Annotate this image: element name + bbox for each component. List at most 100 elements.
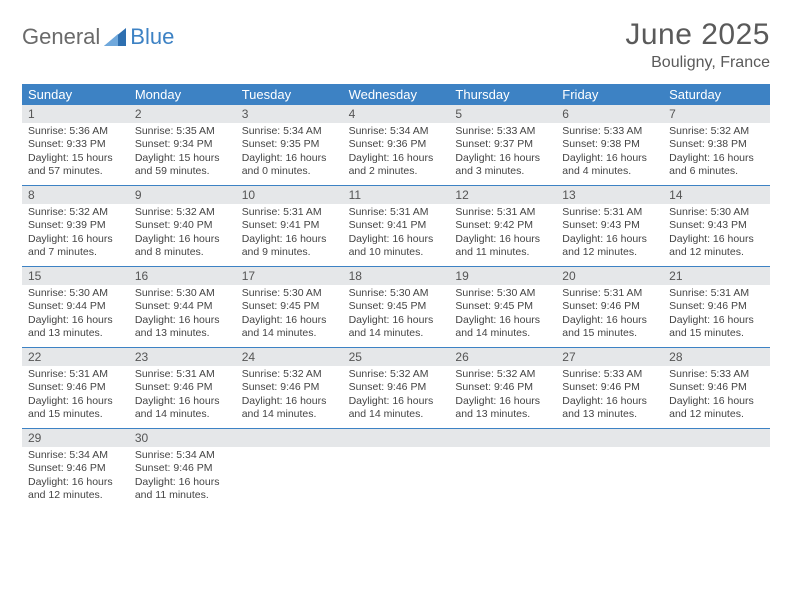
- day-number: 21: [663, 267, 770, 285]
- daylight: Daylight: 16 hours and 11 minutes.: [135, 476, 230, 503]
- sunset: Sunset: 9:45 PM: [242, 300, 337, 313]
- day-cell: 11Sunrise: 5:31 AMSunset: 9:41 PMDayligh…: [343, 186, 450, 266]
- day-cell: 23Sunrise: 5:31 AMSunset: 9:46 PMDayligh…: [129, 348, 236, 428]
- calendar-week: 29Sunrise: 5:34 AMSunset: 9:46 PMDayligh…: [22, 429, 770, 509]
- day-cell: 15Sunrise: 5:30 AMSunset: 9:44 PMDayligh…: [22, 267, 129, 347]
- daylight: Daylight: 16 hours and 0 minutes.: [242, 152, 337, 179]
- sunrise: Sunrise: 5:35 AM: [135, 125, 230, 138]
- day-number: 16: [129, 267, 236, 285]
- sunset: Sunset: 9:46 PM: [562, 381, 657, 394]
- day-cell: 22Sunrise: 5:31 AMSunset: 9:46 PMDayligh…: [22, 348, 129, 428]
- daylight: Daylight: 16 hours and 13 minutes.: [28, 314, 123, 341]
- sunrise: Sunrise: 5:36 AM: [28, 125, 123, 138]
- day-number: 20: [556, 267, 663, 285]
- weekday-label: Tuesday: [236, 84, 343, 105]
- sunrise: Sunrise: 5:31 AM: [562, 206, 657, 219]
- calendar-week: 22Sunrise: 5:31 AMSunset: 9:46 PMDayligh…: [22, 348, 770, 429]
- day-number: [343, 429, 450, 447]
- sunset: Sunset: 9:46 PM: [28, 381, 123, 394]
- calendar-week: 1Sunrise: 5:36 AMSunset: 9:33 PMDaylight…: [22, 105, 770, 186]
- sunset: Sunset: 9:38 PM: [669, 138, 764, 151]
- weekday-label: Friday: [556, 84, 663, 105]
- day-number: 19: [449, 267, 556, 285]
- day-cell: 29Sunrise: 5:34 AMSunset: 9:46 PMDayligh…: [22, 429, 129, 509]
- sunset: Sunset: 9:34 PM: [135, 138, 230, 151]
- sunrise: Sunrise: 5:34 AM: [242, 125, 337, 138]
- sunrise: Sunrise: 5:33 AM: [562, 125, 657, 138]
- day-number: 23: [129, 348, 236, 366]
- day-number: 9: [129, 186, 236, 204]
- sunset: Sunset: 9:41 PM: [242, 219, 337, 232]
- sunrise: Sunrise: 5:31 AM: [669, 287, 764, 300]
- day-number: 28: [663, 348, 770, 366]
- month-title: June 2025: [625, 18, 770, 52]
- sunset: Sunset: 9:35 PM: [242, 138, 337, 151]
- sunrise: Sunrise: 5:34 AM: [349, 125, 444, 138]
- day-body: Sunrise: 5:30 AMSunset: 9:44 PMDaylight:…: [129, 285, 236, 341]
- day-body: Sunrise: 5:32 AMSunset: 9:46 PMDaylight:…: [236, 366, 343, 422]
- sunrise: Sunrise: 5:32 AM: [135, 206, 230, 219]
- day-cell: 3Sunrise: 5:34 AMSunset: 9:35 PMDaylight…: [236, 105, 343, 185]
- day-cell: 9Sunrise: 5:32 AMSunset: 9:40 PMDaylight…: [129, 186, 236, 266]
- sunrise: Sunrise: 5:31 AM: [349, 206, 444, 219]
- weekday-header: SundayMondayTuesdayWednesdayThursdayFrid…: [22, 84, 770, 105]
- day-number: 4: [343, 105, 450, 123]
- day-number: 17: [236, 267, 343, 285]
- sunset: Sunset: 9:46 PM: [455, 381, 550, 394]
- day-cell: 4Sunrise: 5:34 AMSunset: 9:36 PMDaylight…: [343, 105, 450, 185]
- day-body: Sunrise: 5:30 AMSunset: 9:44 PMDaylight:…: [22, 285, 129, 341]
- day-cell: 14Sunrise: 5:30 AMSunset: 9:43 PMDayligh…: [663, 186, 770, 266]
- day-cell: 1Sunrise: 5:36 AMSunset: 9:33 PMDaylight…: [22, 105, 129, 185]
- daylight: Daylight: 15 hours and 57 minutes.: [28, 152, 123, 179]
- sunset: Sunset: 9:41 PM: [349, 219, 444, 232]
- sunrise: Sunrise: 5:30 AM: [28, 287, 123, 300]
- sunrise: Sunrise: 5:31 AM: [28, 368, 123, 381]
- sunset: Sunset: 9:46 PM: [242, 381, 337, 394]
- calendar-week: 8Sunrise: 5:32 AMSunset: 9:39 PMDaylight…: [22, 186, 770, 267]
- sunset: Sunset: 9:37 PM: [455, 138, 550, 151]
- sunset: Sunset: 9:44 PM: [135, 300, 230, 313]
- day-cell: 13Sunrise: 5:31 AMSunset: 9:43 PMDayligh…: [556, 186, 663, 266]
- sunrise: Sunrise: 5:32 AM: [455, 368, 550, 381]
- day-number: [663, 429, 770, 447]
- day-body: Sunrise: 5:30 AMSunset: 9:45 PMDaylight:…: [343, 285, 450, 341]
- day-cell: 17Sunrise: 5:30 AMSunset: 9:45 PMDayligh…: [236, 267, 343, 347]
- day-number: 14: [663, 186, 770, 204]
- day-body: Sunrise: 5:33 AMSunset: 9:38 PMDaylight:…: [556, 123, 663, 179]
- day-cell: 19Sunrise: 5:30 AMSunset: 9:45 PMDayligh…: [449, 267, 556, 347]
- day-body: Sunrise: 5:32 AMSunset: 9:40 PMDaylight:…: [129, 204, 236, 260]
- title-block: June 2025 Bouligny, France: [625, 18, 770, 72]
- day-number: 6: [556, 105, 663, 123]
- day-body: Sunrise: 5:34 AMSunset: 9:35 PMDaylight:…: [236, 123, 343, 179]
- daylight: Daylight: 16 hours and 12 minutes.: [669, 233, 764, 260]
- brand-logo: General Blue: [22, 18, 174, 50]
- daylight: Daylight: 16 hours and 12 minutes.: [562, 233, 657, 260]
- daylight: Daylight: 16 hours and 14 minutes.: [455, 314, 550, 341]
- sunrise: Sunrise: 5:30 AM: [455, 287, 550, 300]
- daylight: Daylight: 16 hours and 14 minutes.: [349, 314, 444, 341]
- sunrise: Sunrise: 5:30 AM: [242, 287, 337, 300]
- sail-icon: [104, 28, 126, 46]
- sunset: Sunset: 9:45 PM: [349, 300, 444, 313]
- day-number: 13: [556, 186, 663, 204]
- day-body: Sunrise: 5:33 AMSunset: 9:37 PMDaylight:…: [449, 123, 556, 179]
- sunrise: Sunrise: 5:34 AM: [28, 449, 123, 462]
- day-cell: 25Sunrise: 5:32 AMSunset: 9:46 PMDayligh…: [343, 348, 450, 428]
- daylight: Daylight: 16 hours and 15 minutes.: [562, 314, 657, 341]
- day-number: [449, 429, 556, 447]
- weekday-label: Saturday: [663, 84, 770, 105]
- day-body: Sunrise: 5:30 AMSunset: 9:43 PMDaylight:…: [663, 204, 770, 260]
- sunset: Sunset: 9:46 PM: [349, 381, 444, 394]
- sunset: Sunset: 9:46 PM: [669, 381, 764, 394]
- sunset: Sunset: 9:43 PM: [669, 219, 764, 232]
- daylight: Daylight: 16 hours and 13 minutes.: [455, 395, 550, 422]
- calendar: SundayMondayTuesdayWednesdayThursdayFrid…: [22, 84, 770, 509]
- day-number: 1: [22, 105, 129, 123]
- daylight: Daylight: 16 hours and 9 minutes.: [242, 233, 337, 260]
- location: Bouligny, France: [625, 54, 770, 72]
- day-cell: 7Sunrise: 5:32 AMSunset: 9:38 PMDaylight…: [663, 105, 770, 185]
- day-body: Sunrise: 5:31 AMSunset: 9:43 PMDaylight:…: [556, 204, 663, 260]
- day-body: Sunrise: 5:30 AMSunset: 9:45 PMDaylight:…: [236, 285, 343, 341]
- sunrise: Sunrise: 5:32 AM: [669, 125, 764, 138]
- day-number: 15: [22, 267, 129, 285]
